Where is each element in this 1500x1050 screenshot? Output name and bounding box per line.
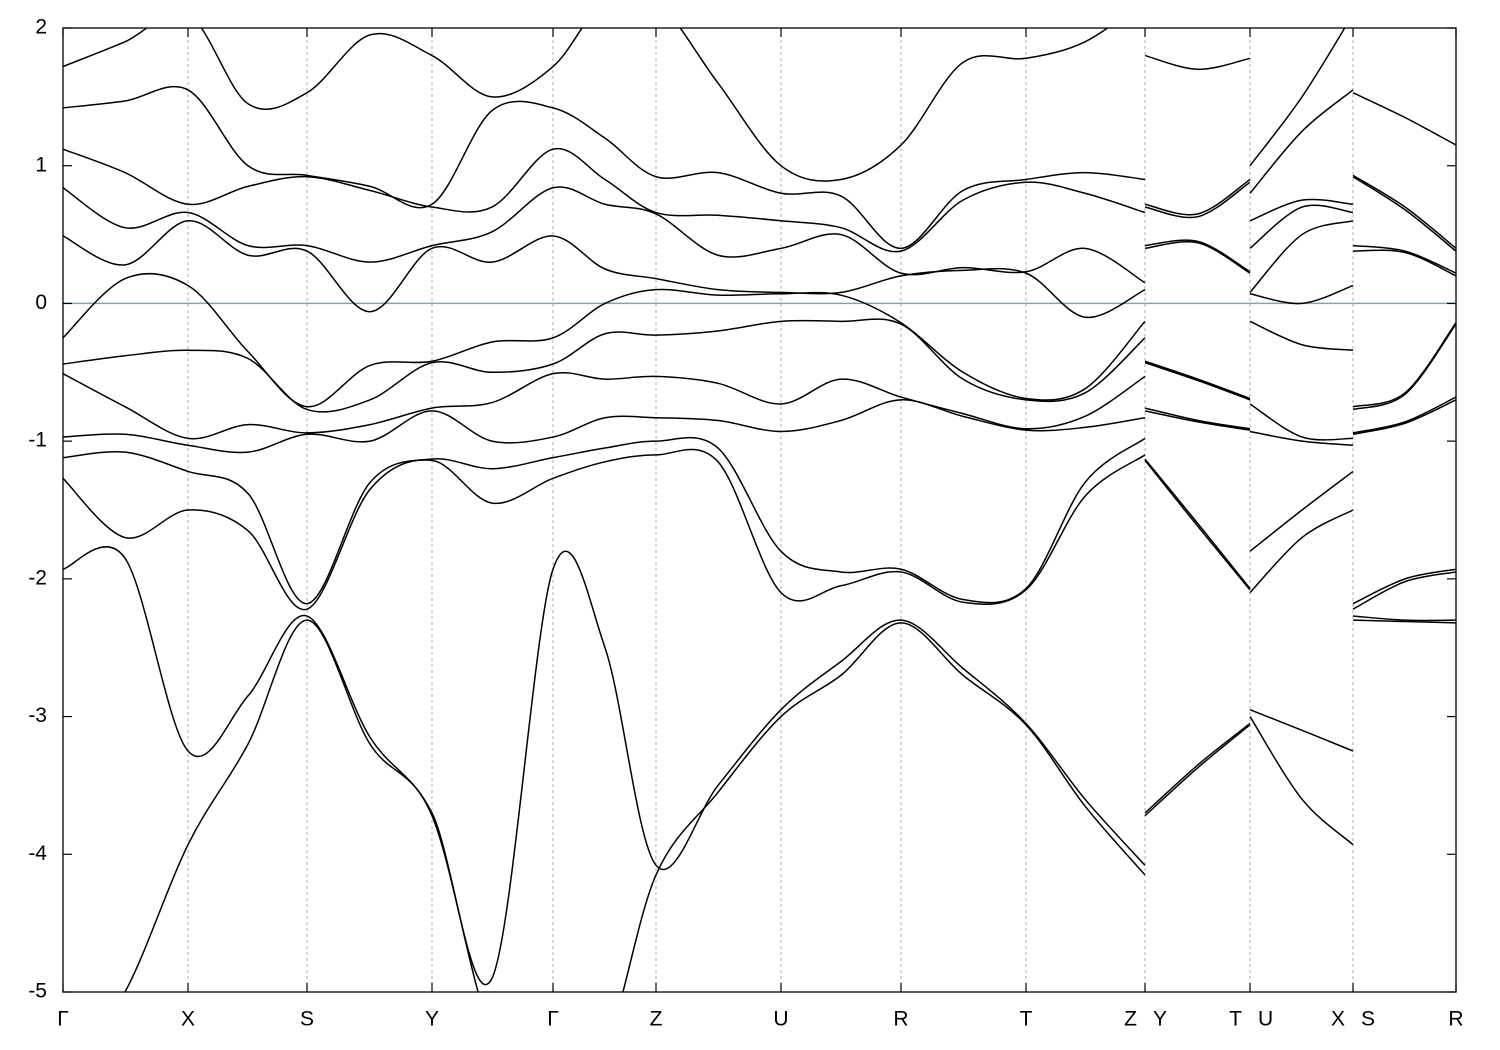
band-line [63, 0, 1456, 14]
x-tick-label: T [1229, 1008, 1242, 1031]
x-tick-label: X [1331, 1008, 1345, 1031]
x-tick-label: Z [650, 1008, 663, 1031]
x-tick-label: Γ [547, 1008, 559, 1031]
band-line [63, 85, 1456, 250]
band-line [63, 399, 1456, 454]
x-tick-label: T [1020, 1008, 1033, 1031]
band-line [63, 220, 1456, 318]
y-tick-label: 1 [35, 153, 47, 176]
y-tick-label: -5 [28, 980, 47, 1003]
x-tick-label: U [773, 1008, 788, 1031]
band-line [63, 372, 1456, 441]
x-tick-label: Γ [57, 1008, 69, 1031]
x-tick-label: R [893, 1008, 908, 1031]
y-tick-label: 0 [35, 291, 47, 314]
band-line [63, 273, 1456, 408]
band-line [63, 448, 1456, 610]
y-tick-label: -4 [28, 842, 47, 865]
band-line [63, 436, 1456, 605]
x-tick-label: S [1361, 1008, 1375, 1031]
y-tick-label: 2 [35, 16, 47, 39]
y-tick-label: -2 [28, 566, 47, 589]
x-tick-label: Y [1153, 1008, 1167, 1031]
plot-frame [62, 27, 1457, 993]
band-line [63, 546, 1456, 986]
x-tick-label: U [1258, 1008, 1273, 1031]
x-tick-label: Y [425, 1008, 439, 1031]
x-tick-label: Z [1124, 1008, 1137, 1031]
y-tick-label: -3 [28, 704, 47, 727]
x-tick-label: X [181, 1008, 195, 1031]
x-tick-label: S [300, 1008, 314, 1031]
plot-area [63, 0, 1456, 992]
x-tick-label: R [1448, 1008, 1463, 1031]
band-line [63, 318, 1456, 413]
band-line [124, 619, 1456, 992]
band-line [63, 147, 1456, 253]
band-line [63, 186, 1456, 284]
band-line [63, 28, 1456, 182]
y-tick-label: -1 [28, 429, 47, 452]
grid [187, 28, 1354, 992]
